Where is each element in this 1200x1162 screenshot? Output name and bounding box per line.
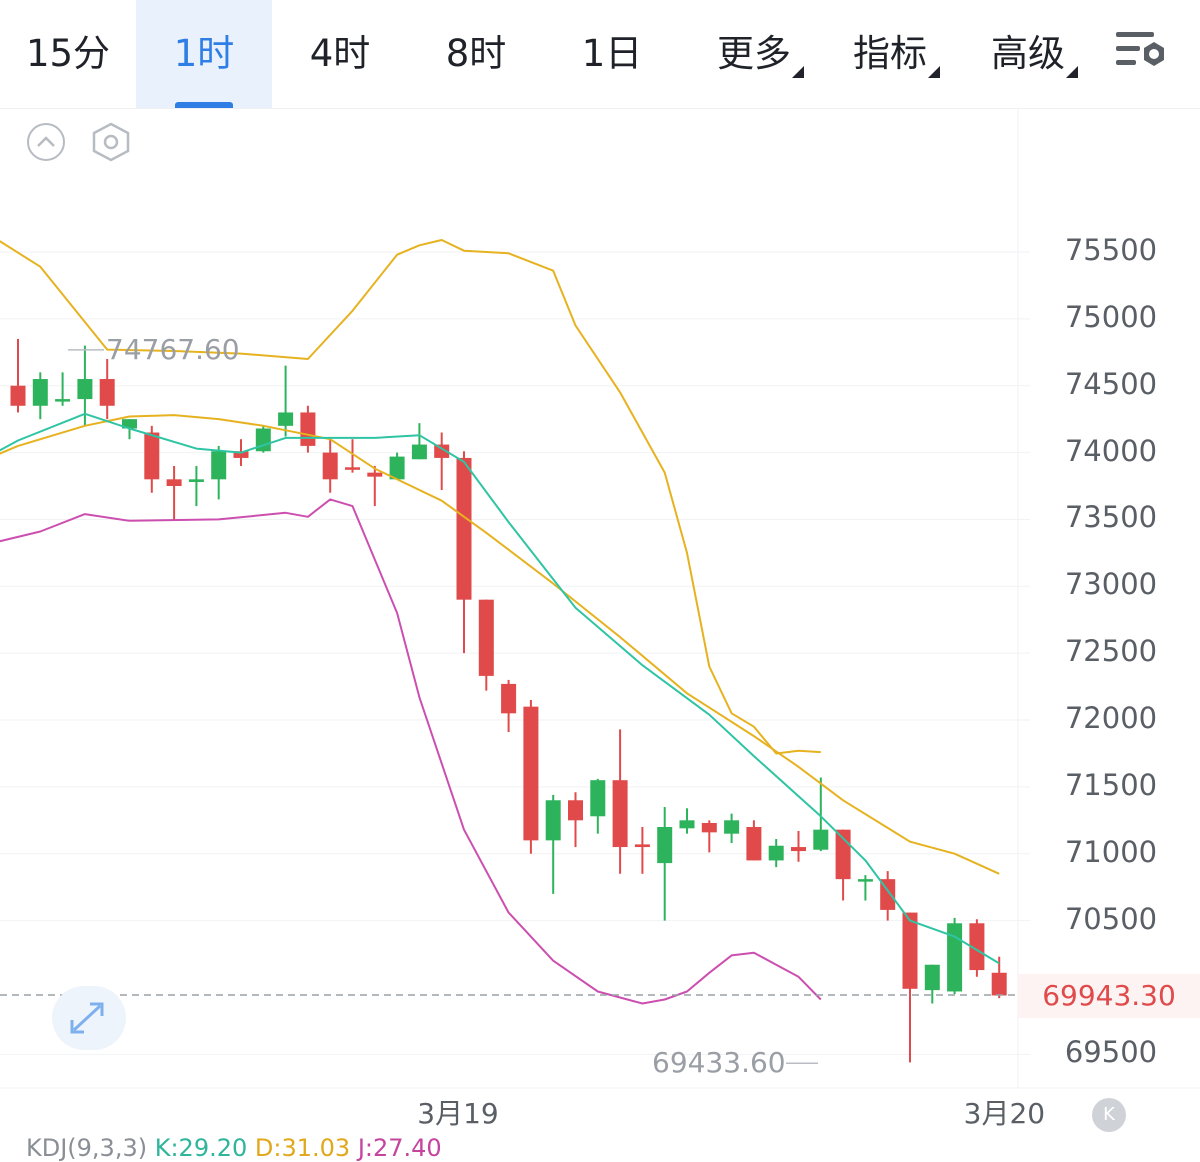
dropdown-triangle-icon	[1066, 66, 1078, 78]
kdj-k-value: K:29.20	[154, 1134, 248, 1162]
max-price-annotation: 74767.60	[106, 333, 240, 366]
upper-band-line	[0, 239, 821, 755]
fast-ma-line	[0, 412, 1000, 965]
candle-down	[166, 479, 182, 487]
candle-up	[77, 379, 93, 400]
tab-8hour[interactable]: 8时	[445, 32, 507, 75]
candle-up	[947, 923, 963, 992]
x-axis-tick: 3月20	[963, 1097, 1046, 1130]
candle-down	[456, 457, 472, 600]
candle-down	[835, 829, 851, 880]
candle-up	[768, 845, 784, 861]
tab-1hour[interactable]: 1时	[136, 0, 272, 108]
timeframe-tab-bar: 15分 1时 4时 8时 1日 更多 指标 高级	[0, 0, 1200, 109]
candle-up	[411, 444, 427, 460]
candle-down	[746, 826, 762, 861]
candle-down	[501, 683, 517, 714]
candle-down	[634, 844, 650, 848]
candle-down	[612, 780, 628, 848]
y-axis-tick: 70500	[1064, 901, 1158, 936]
tab-indicators-dropdown[interactable]: 指标	[842, 0, 940, 108]
candle-down	[367, 472, 383, 477]
y-axis-tick: 71500	[1064, 767, 1158, 802]
candle-up	[389, 456, 405, 480]
candle-down	[322, 452, 338, 480]
candle-up	[813, 829, 829, 850]
expand-chart-button[interactable]	[52, 986, 126, 1050]
candle-up	[55, 399, 71, 402]
tab-more-dropdown[interactable]: 更多	[706, 0, 804, 108]
candle-down	[523, 706, 539, 841]
candle-up	[857, 879, 873, 882]
lower-band-line	[0, 498, 822, 1005]
slow-ma-line	[0, 414, 1000, 875]
kdj-j-value: J:27.40	[357, 1134, 442, 1162]
candle-up	[590, 780, 606, 817]
candle-down	[144, 432, 160, 480]
candle-up	[545, 800, 561, 841]
chart-settings-icon[interactable]	[1112, 26, 1174, 82]
candle-down	[880, 879, 896, 910]
candle-down	[10, 385, 26, 406]
dropdown-triangle-icon	[792, 66, 804, 78]
candle-down	[991, 972, 1007, 996]
y-axis-tick: 74000	[1064, 433, 1158, 468]
back-to-latest-button[interactable]: K	[1092, 1098, 1126, 1132]
candle-down	[345, 467, 360, 470]
candle-down	[233, 451, 249, 458]
y-axis-tick: 71000	[1064, 834, 1158, 869]
kdj-indicator-row: KDJ(9,3,3) K:29.20 D:31.03 J:27.40	[26, 1134, 442, 1162]
candle-down	[969, 923, 985, 971]
candle-up	[255, 428, 271, 452]
candle-up	[278, 412, 294, 426]
active-tab-indicator	[175, 102, 233, 108]
kdj-d-value: D:31.03	[254, 1134, 351, 1162]
current-price-label: 69943.30	[1018, 974, 1200, 1018]
y-axis-tick: 74500	[1064, 366, 1158, 401]
chevron-up-icon[interactable]	[26, 122, 66, 162]
candle-down	[478, 599, 494, 676]
tab-1day[interactable]: 1日	[581, 32, 643, 75]
y-axis-tick: 72000	[1064, 701, 1158, 736]
tab-15min[interactable]: 15分	[25, 32, 111, 75]
candle-up	[188, 479, 204, 482]
y-axis-tick: 69500	[1064, 1035, 1158, 1070]
expand-arrows-icon	[70, 1002, 104, 1034]
candle-down	[568, 800, 583, 821]
dropdown-triangle-icon	[928, 66, 940, 78]
kdj-title: KDJ(9,3,3)	[26, 1134, 148, 1162]
y-axis-tick: 72500	[1064, 634, 1158, 669]
candle-down	[791, 847, 806, 852]
tab-advanced-dropdown[interactable]: 高级	[980, 0, 1078, 108]
min-price-annotation: 69433.60	[652, 1046, 786, 1079]
candle-up	[122, 419, 137, 429]
y-axis-tick: 75500	[1064, 233, 1158, 267]
candle-down	[300, 412, 316, 446]
y-axis-tick: 75000	[1064, 299, 1158, 334]
candle-down	[99, 379, 115, 406]
x-axis-tick: 3月19	[417, 1097, 499, 1130]
candle-up	[32, 379, 48, 406]
candle-down	[701, 822, 717, 833]
tab-4hour[interactable]: 4时	[309, 32, 371, 75]
candle-up	[924, 964, 940, 991]
candle-down	[902, 912, 918, 989]
candle-up	[657, 826, 673, 864]
y-axis-tick: 73500	[1064, 500, 1158, 535]
y-axis-tick: 73000	[1064, 567, 1158, 602]
candle-up	[211, 451, 227, 480]
hexagon-settings-icon[interactable]	[90, 122, 132, 162]
candle-up	[679, 820, 695, 829]
candle-down	[434, 444, 450, 458]
candle-up	[724, 820, 740, 834]
